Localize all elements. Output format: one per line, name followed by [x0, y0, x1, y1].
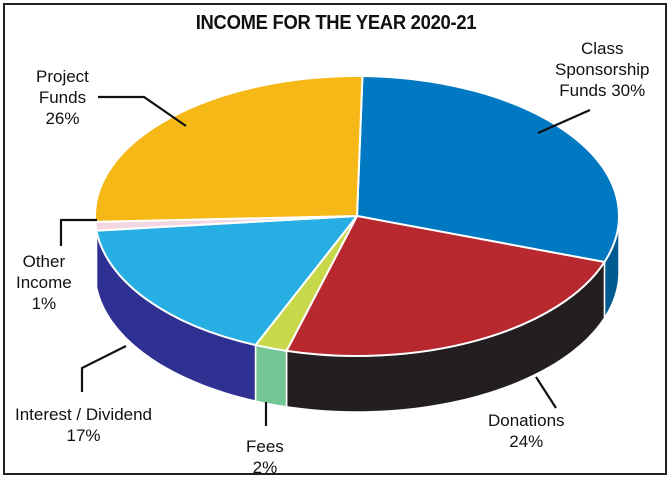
label-line: Fees	[246, 437, 284, 456]
label-fees: Fees 2%	[246, 436, 284, 478]
leader-other-income	[59, 218, 97, 246]
leader-donations	[535, 376, 557, 409]
leader-interest-dividend	[80, 345, 127, 392]
label-interest-dividend: Interest / Dividend 17%	[15, 404, 152, 446]
pie-slice-class-sponsorship-funds	[356, 75, 620, 264]
pie-depth-group	[94, 215, 620, 413]
pie-side-fees	[254, 344, 288, 408]
label-line: Class	[581, 39, 624, 58]
label-line: Income	[16, 273, 72, 292]
label-line: 26%	[45, 109, 80, 128]
label-donations: Donations 24%	[488, 410, 565, 452]
label-line: Interest / Dividend	[15, 405, 153, 424]
label-line: Funds	[38, 88, 87, 107]
label-line: Donations	[488, 411, 565, 430]
label-line: Funds 30%	[559, 81, 646, 100]
pie-slice-donations	[285, 215, 606, 357]
label-line: 2%	[252, 458, 278, 477]
leader-project-funds	[98, 95, 187, 127]
leader-class-sponsorship	[537, 108, 591, 135]
label-line: Other	[22, 252, 66, 271]
pie-slice-project-funds	[94, 75, 364, 223]
label-line: 24%	[509, 432, 544, 451]
label-other-income: Other Income 1%	[16, 251, 72, 314]
label-project-funds: Project Funds 26%	[36, 66, 89, 129]
label-line: 17%	[66, 426, 101, 445]
chart-title: INCOME FOR THE YEAR 2020-21	[195, 12, 477, 34]
label-line: Project	[36, 67, 89, 86]
label-line: 1%	[31, 294, 57, 313]
leader-lines-group	[59, 95, 591, 426]
label-line: Sponsorship	[555, 60, 650, 79]
pie-slice-interest-dividend	[95, 215, 358, 347]
label-class-sponsorship: Class Sponsorship Funds 30%	[555, 38, 650, 101]
pie-slices-group	[94, 75, 620, 357]
